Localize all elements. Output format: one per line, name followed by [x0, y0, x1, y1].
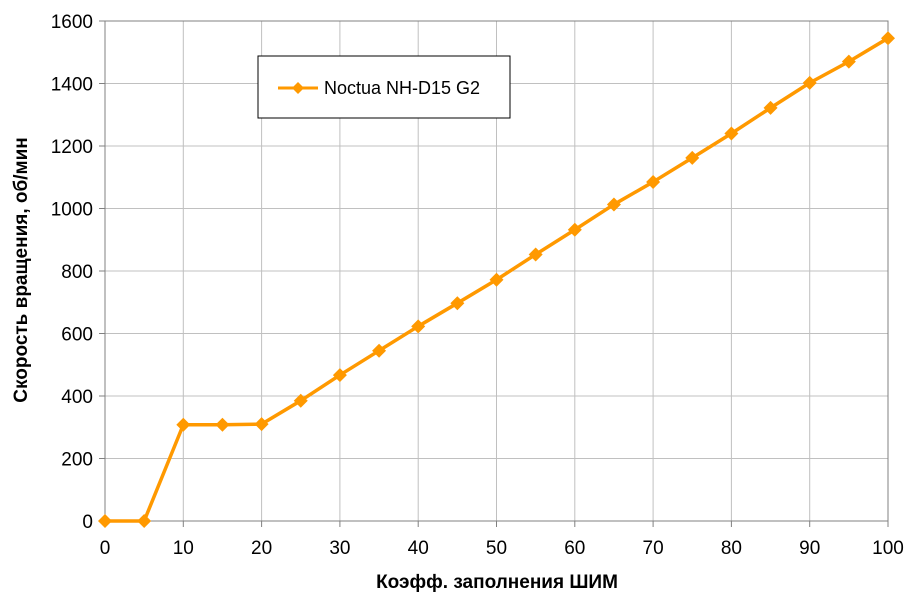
data-point: [724, 126, 739, 141]
y-axis-ticks: 0 200 400 600 800 1000 1200 1400 1600: [51, 12, 105, 533]
x-axis-title: Коэфф. заполнения ШИМ: [376, 572, 618, 593]
data-point: [528, 247, 543, 262]
y-tick-label: 1600: [51, 12, 93, 33]
series-layer: [98, 31, 895, 528]
x-tick-label: 90: [799, 538, 820, 559]
x-tick-label: 0: [100, 538, 111, 559]
y-tick-label: 200: [61, 450, 93, 471]
data-point: [763, 100, 778, 115]
x-axis-ticks: 0 10 20 30 40 50 60 70 80 90 100: [100, 521, 904, 559]
y-tick-label: 1000: [51, 200, 93, 221]
data-point: [606, 197, 621, 212]
data-point: [411, 319, 426, 334]
x-tick-label: 80: [721, 538, 742, 559]
data-point: [215, 417, 230, 432]
data-point: [293, 393, 308, 408]
y-axis-title: Скорость вращения, об/мин: [11, 137, 32, 402]
data-point: [254, 417, 269, 432]
data-point: [176, 417, 191, 432]
y-tick-label: 1200: [51, 137, 93, 158]
y-tick-label: 1400: [51, 75, 93, 96]
data-point: [881, 31, 895, 46]
data-point: [685, 150, 700, 165]
legend: Noctua NH-D15 G2: [257, 55, 511, 119]
x-tick-label: 70: [643, 538, 664, 559]
x-tick-label: 30: [329, 538, 350, 559]
y-tick-label: 0: [82, 512, 93, 533]
x-tick-label: 100: [872, 538, 904, 559]
x-tick-label: 40: [408, 538, 429, 559]
y-tick-label: 400: [61, 387, 93, 408]
legend-marker-swatch: [292, 82, 304, 94]
y-tick-label: 600: [61, 325, 93, 346]
data-point: [450, 296, 465, 311]
x-tick-label: 50: [486, 538, 507, 559]
data-point: [841, 54, 856, 69]
x-tick-label: 60: [564, 538, 585, 559]
data-point: [137, 514, 152, 528]
legend-label: Noctua NH-D15 G2: [324, 78, 480, 98]
x-tick-label: 20: [251, 538, 272, 559]
data-point: [489, 272, 504, 287]
data-point: [332, 368, 347, 383]
data-point: [802, 75, 817, 90]
data-point: [372, 343, 387, 358]
data-point: [98, 514, 112, 528]
data-point: [567, 222, 582, 237]
x-tick-label: 10: [173, 538, 194, 559]
data-point: [646, 174, 661, 189]
y-tick-label: 800: [61, 262, 93, 283]
